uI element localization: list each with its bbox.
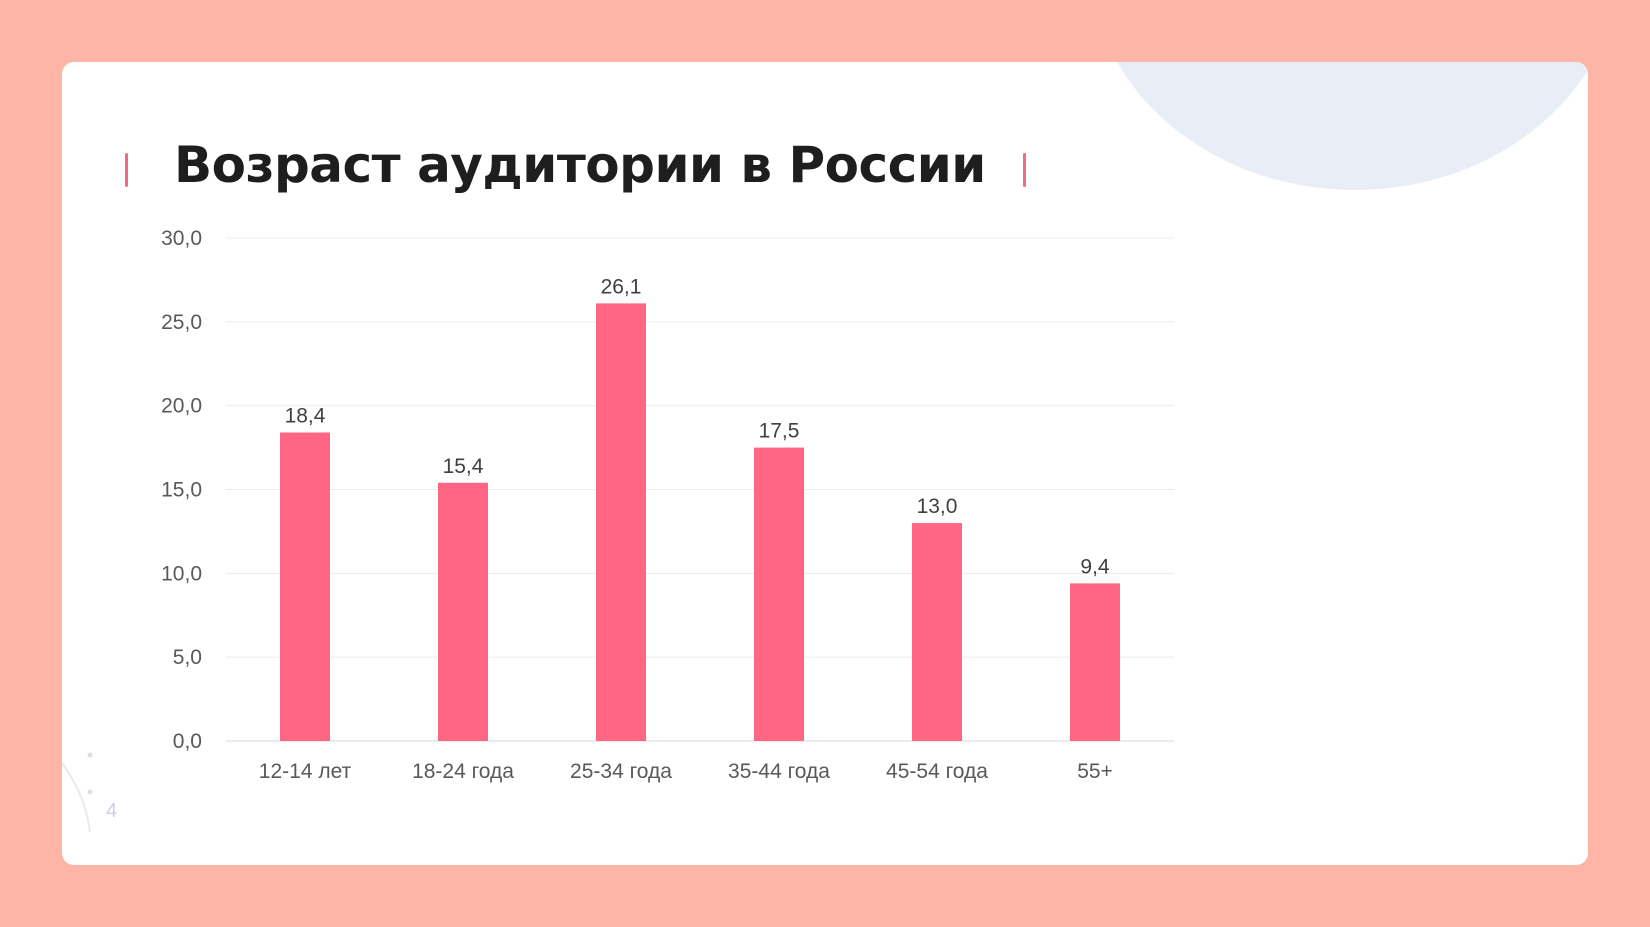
bar-chart: 0,05,010,015,020,025,030,0 18,415,426,11… (161, 227, 1174, 783)
title-accent-left (125, 153, 128, 187)
title-accent-right (1023, 153, 1026, 187)
y-axis-ticks: 0,0 5,0 10,0 15,0 20,0 25,0 30,0 (161, 227, 202, 753)
data-label: 26,1 (601, 275, 642, 298)
data-label: 18,4 (285, 404, 326, 427)
y-tick-label: 5,0 (173, 646, 202, 669)
data-labels: 18,4 15,4 26,1 17,5 13,0 9,4 (285, 275, 1110, 578)
x-category-label: 35-44 года (728, 760, 830, 783)
bar (912, 523, 962, 741)
x-category-label: 45-54 года (886, 760, 988, 783)
data-label: 13,0 (917, 495, 958, 518)
x-category-label: 12-14 лет (259, 760, 352, 783)
bar (1070, 583, 1120, 741)
bar (754, 447, 804, 741)
x-axis-categories: 12-14 лет 18-24 года 25-34 года 35-44 года 4… (259, 760, 1113, 783)
x-category-label: 55+ (1077, 760, 1113, 783)
bars (280, 303, 1120, 741)
slide-card: 4 Возраст аудитории в России 0,0 5,0 10,0 1… (62, 62, 1588, 865)
slide-title: Возраст аудитории в России (174, 136, 986, 194)
x-category-label: 18-24 года (412, 760, 514, 783)
data-label: 9,4 (1080, 555, 1110, 578)
gridlines (226, 237, 1174, 742)
y-tick-label: 20,0 (161, 395, 202, 418)
bar (596, 303, 646, 741)
y-tick-label: 30,0 (161, 227, 202, 250)
bar (438, 482, 488, 741)
y-tick-label: 25,0 (161, 311, 202, 334)
x-category-label: 25-34 года (570, 760, 672, 783)
y-tick-label: 10,0 (161, 562, 202, 585)
data-label: 17,5 (759, 420, 800, 443)
y-tick-label: 15,0 (161, 479, 202, 502)
y-tick-label: 0,0 (173, 730, 202, 753)
data-label: 15,4 (443, 455, 484, 478)
page-number: 4 (106, 800, 118, 822)
bar (280, 432, 330, 741)
